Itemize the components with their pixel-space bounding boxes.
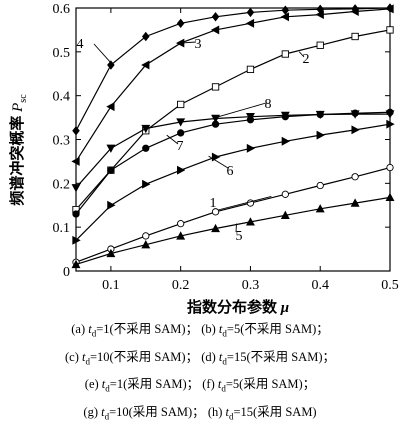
y-tick-label: 0: [63, 265, 70, 280]
caption-line: (c) td=10(不采用 SAM)； (d) td=15(不采用 SAM)；: [0, 346, 400, 374]
x-tick-label: 0.1: [102, 278, 120, 293]
data-point: [212, 26, 219, 33]
data-point: [317, 182, 323, 188]
data-point: [177, 166, 184, 173]
x-tick-label: 0.4: [311, 278, 329, 293]
data-point: [387, 164, 393, 170]
x-axis-title: 指数分布参数 μ: [187, 298, 289, 316]
y-tick-label: 0.2: [53, 177, 71, 192]
series-label: 7: [177, 139, 184, 154]
callout-leader: [94, 44, 111, 63]
y-tick-label: 0.6: [53, 2, 71, 17]
caption-item: (d) td=15(不采用 SAM)；: [201, 350, 335, 364]
x-tick-label: 0.5: [381, 278, 399, 293]
data-point: [317, 131, 324, 138]
data-point: [247, 145, 254, 152]
series-line: [76, 9, 390, 162]
data-point: [247, 66, 253, 72]
caption-item: (f) td=5(采用 SAM)；: [202, 377, 315, 391]
caption-line: (g) td=10(采用 SAM)； (h) td=15(采用 SAM): [0, 401, 400, 428]
data-point: [177, 19, 183, 27]
data-point: [212, 153, 219, 160]
series-line: [76, 168, 390, 263]
y-tick-label: 0.4: [53, 90, 71, 105]
data-point: [108, 202, 115, 209]
x-tick-label: 0.3: [242, 278, 260, 293]
data-point: [143, 233, 149, 239]
data-point: [212, 84, 218, 90]
series-2: [73, 27, 393, 213]
data-point: [352, 174, 358, 180]
series-line: [76, 30, 390, 210]
caption-item: (h) td=15(采用 SAM): [208, 405, 317, 419]
series-lines: [72, 4, 393, 268]
data-point: [317, 42, 323, 48]
x-tick-label: 0.2: [172, 278, 190, 293]
series-label: 6: [227, 164, 234, 179]
data-point: [143, 32, 149, 40]
y-tick-label: 0.3: [53, 134, 71, 149]
line-chart: 0.1 0.2 0.3 0.4 0.5 0 0.1 0.2 0.3 0.4 0.5 0.6 4 3 2 8 7…: [0, 0, 400, 320]
caption-line: (a) td=1(不采用 SAM)； (b) td=5(不采用 SAM)；: [0, 318, 400, 346]
series-label: 2: [303, 52, 310, 67]
data-point: [177, 101, 183, 107]
series-label: 1: [210, 196, 217, 211]
data-point: [143, 181, 150, 188]
data-point: [72, 185, 79, 192]
series-1: [73, 164, 393, 265]
series-3: [72, 5, 393, 165]
data-point: [247, 8, 253, 16]
axes: 0.1 0.2 0.3 0.4 0.5 0 0.1 0.2 0.3 0.4 0.5 0.6: [53, 2, 399, 293]
y-tick-label: 0.5: [53, 46, 71, 61]
data-point: [352, 33, 358, 39]
caption-item: (c) td=10(不采用 SAM)；: [65, 350, 198, 364]
data-point: [352, 126, 359, 133]
caption-item: (b) td=5(不采用 SAM)；: [201, 322, 329, 336]
caption-item: (g) td=10(采用 SAM)；: [83, 405, 204, 419]
data-point: [73, 127, 79, 135]
data-point: [282, 138, 289, 145]
series-4: [73, 4, 393, 135]
y-axis-title: 频谱冲突概率 Psc: [8, 94, 29, 206]
data-point: [282, 191, 288, 197]
data-point: [177, 220, 183, 226]
caption-item: (a) td=1(不采用 SAM)；: [71, 322, 198, 336]
plot-frame: [76, 8, 390, 271]
data-point: [73, 211, 79, 217]
data-point: [212, 13, 218, 21]
data-point: [107, 103, 114, 110]
series-label: 4: [77, 37, 84, 52]
series-label: 8: [265, 97, 272, 112]
y-tick-label: 0.1: [53, 221, 71, 236]
callout-leader: [218, 196, 271, 210]
data-point: [282, 51, 288, 57]
data-point: [108, 167, 114, 173]
data-point: [387, 27, 393, 33]
series-label: 5: [236, 229, 243, 244]
data-point: [177, 130, 183, 136]
data-point: [247, 20, 254, 27]
data-point: [386, 194, 393, 201]
series-5: [72, 194, 393, 268]
caption-line: (e) td=1(采用 SAM)； (f) td=5(采用 SAM)；: [0, 373, 400, 401]
caption-legend: (a) td=1(不采用 SAM)； (b) td=5(不采用 SAM)；(c)…: [0, 318, 400, 428]
caption-item: (e) td=1(采用 SAM)；: [85, 377, 199, 391]
callout-leader: [216, 103, 266, 118]
series-label: 3: [195, 37, 202, 52]
data-point: [143, 145, 149, 151]
data-point: [282, 6, 288, 14]
